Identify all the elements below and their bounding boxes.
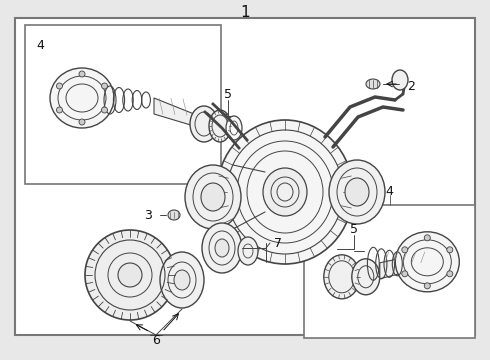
Bar <box>15 18 475 335</box>
Ellipse shape <box>263 168 307 216</box>
Ellipse shape <box>329 160 385 224</box>
Ellipse shape <box>345 178 369 206</box>
Ellipse shape <box>201 183 225 211</box>
Bar <box>24 25 220 184</box>
Ellipse shape <box>392 70 408 90</box>
Text: 3: 3 <box>144 208 152 221</box>
Ellipse shape <box>226 116 242 140</box>
Ellipse shape <box>402 247 408 253</box>
Ellipse shape <box>215 239 229 257</box>
Ellipse shape <box>101 83 107 89</box>
Ellipse shape <box>202 223 242 273</box>
Ellipse shape <box>424 283 430 289</box>
Ellipse shape <box>238 237 258 265</box>
Ellipse shape <box>190 106 218 142</box>
Ellipse shape <box>101 107 107 113</box>
Ellipse shape <box>168 210 180 220</box>
Ellipse shape <box>174 270 190 290</box>
Text: 1: 1 <box>240 5 250 19</box>
Text: 7: 7 <box>274 237 282 249</box>
Ellipse shape <box>85 230 175 320</box>
Polygon shape <box>380 252 431 279</box>
Text: 5: 5 <box>224 87 232 100</box>
Ellipse shape <box>209 110 231 142</box>
Text: 2: 2 <box>407 80 415 93</box>
Text: 6: 6 <box>152 333 160 346</box>
Ellipse shape <box>395 232 459 292</box>
Ellipse shape <box>402 271 408 277</box>
Ellipse shape <box>79 119 85 125</box>
Ellipse shape <box>50 68 114 128</box>
Ellipse shape <box>185 165 241 229</box>
Ellipse shape <box>277 183 293 201</box>
Ellipse shape <box>160 252 204 308</box>
Ellipse shape <box>366 79 380 89</box>
Ellipse shape <box>447 247 453 253</box>
Ellipse shape <box>56 107 63 113</box>
Polygon shape <box>154 98 194 126</box>
Ellipse shape <box>217 120 353 264</box>
Ellipse shape <box>352 259 380 295</box>
Ellipse shape <box>118 263 142 287</box>
Ellipse shape <box>447 271 453 277</box>
Ellipse shape <box>79 71 85 77</box>
Text: 5: 5 <box>350 223 358 236</box>
Ellipse shape <box>56 83 63 89</box>
Text: 4: 4 <box>386 185 393 198</box>
Ellipse shape <box>424 235 430 241</box>
Text: 4: 4 <box>36 39 45 52</box>
Ellipse shape <box>324 255 360 299</box>
Bar <box>304 205 475 338</box>
